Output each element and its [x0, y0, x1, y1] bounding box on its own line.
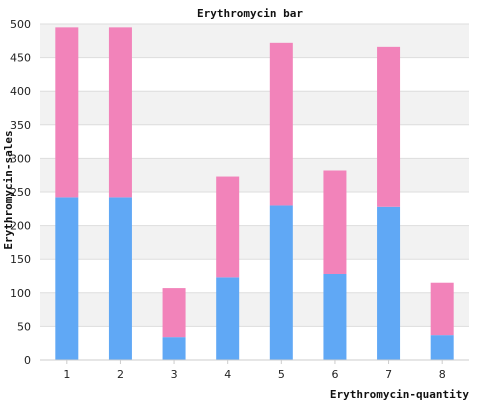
- y-tick-label: 450: [10, 52, 31, 65]
- x-axis-label: Erythromycin-quantity: [330, 388, 469, 400]
- y-tick-label: 200: [10, 220, 31, 233]
- y-tick-label: 100: [10, 287, 31, 300]
- x-tick-label: 5: [278, 368, 285, 381]
- x-tick-label: 6: [331, 368, 338, 381]
- bar-segment-series-1-cat-5: [269, 205, 293, 360]
- grid-band: [40, 24, 469, 58]
- y-tick-label: 50: [17, 320, 31, 333]
- x-tick-label: 1: [63, 368, 70, 381]
- bar-segment-series-1-cat-7: [377, 206, 401, 360]
- y-tick-label: 150: [10, 253, 31, 266]
- y-tick-label: 0: [24, 354, 31, 367]
- bar-segment-series-2-cat-5: [269, 42, 293, 206]
- bar-segment-series-1-cat-4: [216, 277, 240, 360]
- bar-segment-series-2-cat-6: [323, 170, 347, 274]
- y-tick-label: 350: [10, 119, 31, 132]
- bar-segment-series-2-cat-7: [377, 46, 401, 207]
- bar-segment-series-1-cat-6: [323, 273, 347, 360]
- grid-bands: [40, 23, 469, 361]
- bar-segment-series-2-cat-3: [162, 288, 186, 338]
- x-tick-label: 4: [224, 368, 231, 381]
- y-tick-label: 400: [10, 85, 31, 98]
- bar-segment-series-2-cat-2: [108, 27, 132, 198]
- bar-segment-series-1-cat-3: [162, 337, 186, 360]
- x-tick-label: 7: [385, 368, 392, 381]
- bar-segment-series-2-cat-1: [55, 27, 79, 198]
- y-tick-label: 250: [10, 186, 31, 199]
- x-tick-label: 2: [117, 368, 124, 381]
- bar-segment-series-2-cat-8: [430, 282, 454, 336]
- x-axis-ticks: 1 2 3 4 5 6 7 8: [63, 360, 446, 381]
- bar-segment-series-1-cat-2: [108, 197, 132, 360]
- grid-band: [40, 225, 469, 260]
- grid-band: [40, 91, 469, 125]
- y-axis-ticks: 0 50 100 150 200 250 300 350 400 450 500: [10, 18, 31, 367]
- bar-segment-series-2-cat-4: [216, 176, 240, 278]
- y-tick-label: 500: [10, 18, 31, 31]
- y-axis-label: Erythromycin-sales: [2, 130, 15, 249]
- bar-segment-series-1-cat-1: [55, 197, 79, 360]
- y-tick-label: 300: [10, 152, 31, 165]
- x-tick-label: 8: [439, 368, 446, 381]
- grid-band: [40, 292, 469, 327]
- chart-title: Erythromycin bar: [197, 7, 303, 20]
- bar-series: [55, 27, 454, 360]
- x-tick-label: 3: [171, 368, 178, 381]
- grid-band: [40, 158, 469, 192]
- bar-segment-series-1-cat-8: [430, 335, 454, 360]
